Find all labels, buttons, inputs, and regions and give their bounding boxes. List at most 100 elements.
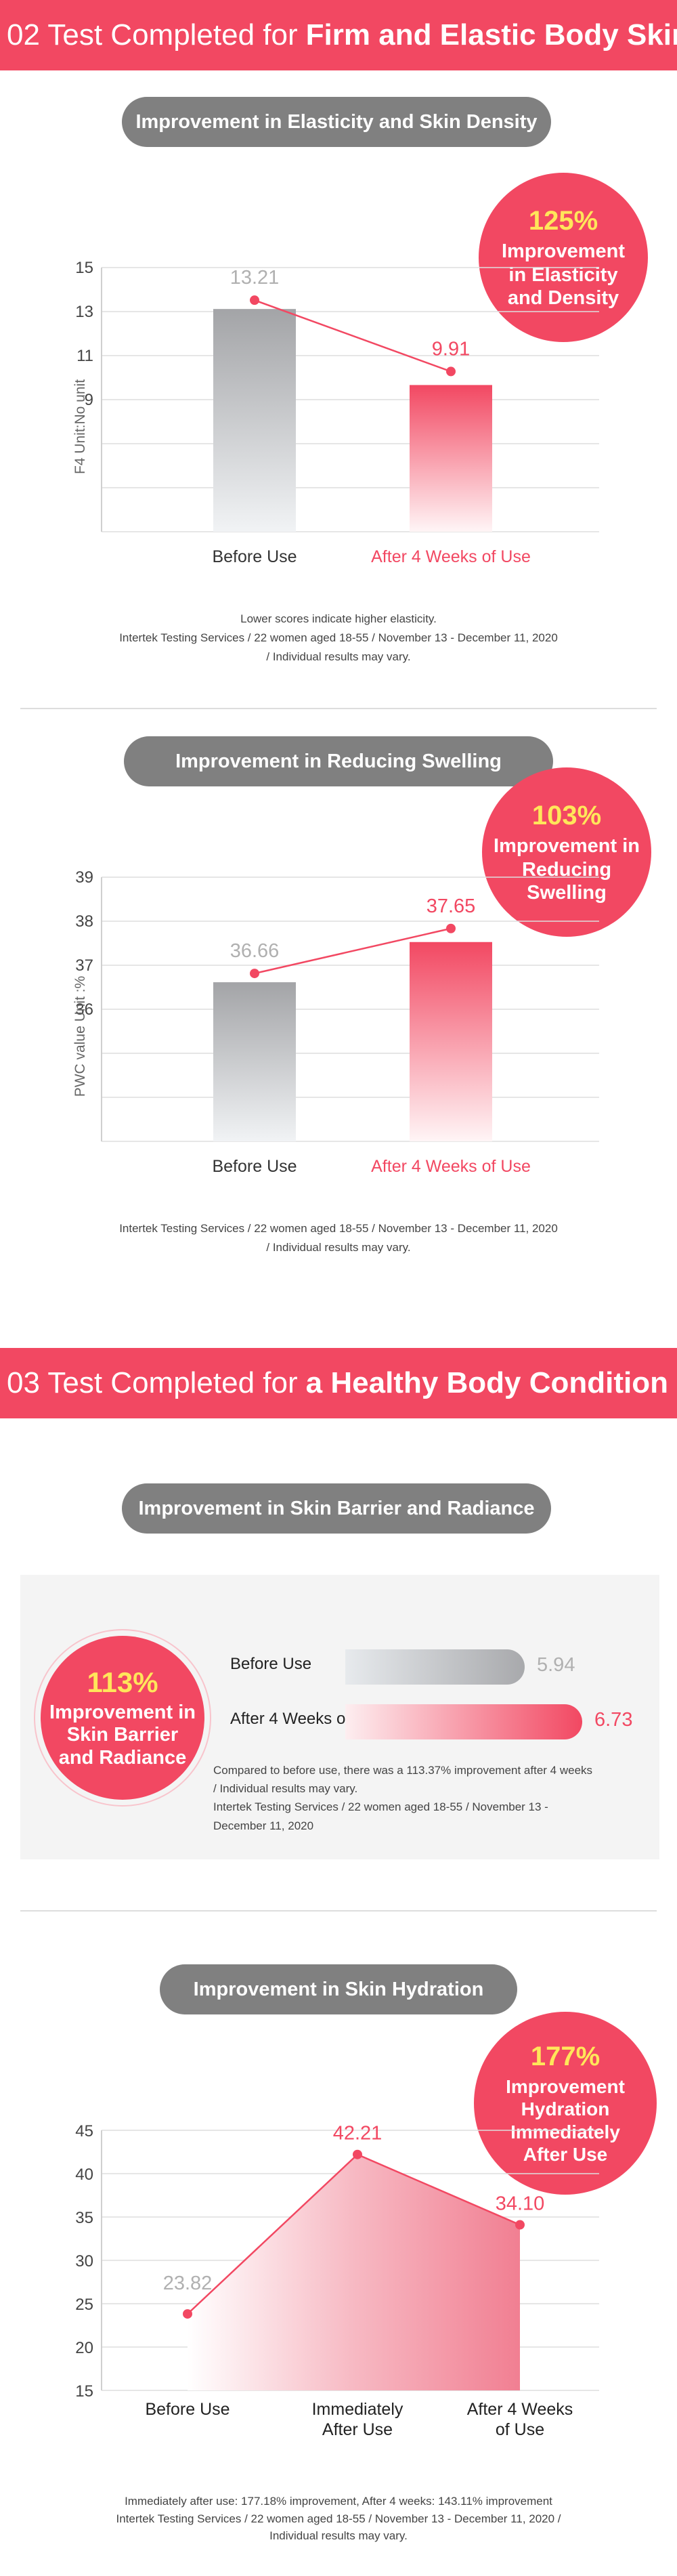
elasticity-chart: 15 13 11 9 F4 Unit:No unit 13.21 Before Use 9.9… [0, 257, 677, 583]
note-line: Immediately after use: 177.18% improveme… [125, 2495, 552, 2508]
data-point [353, 2149, 362, 2159]
note-line: Lower scores indicate higher elasticity. [240, 612, 437, 625]
data-label: 34.10 [496, 2193, 545, 2215]
barrier-panel: 113% Improvement in Skin Barrier and Rad… [20, 1575, 659, 1859]
y-tick-label: 37 [75, 956, 93, 975]
swelling-badge-pct: 103% [531, 800, 602, 830]
barrier-value-label: 5.94 [537, 1654, 575, 1676]
note-line: Intertek Testing Services / 22 women age… [119, 631, 558, 645]
swelling-badge-line: Swelling [527, 882, 607, 904]
y-tick-label: 9 [85, 391, 93, 409]
data-label: 23.82 [163, 2273, 213, 2294]
data-label: 37.65 [427, 895, 476, 917]
note-line: Compared to before use, there was a 113.… [213, 1764, 593, 1777]
section-divider [20, 708, 657, 709]
bar [213, 309, 296, 532]
data-label: 36.66 [230, 940, 280, 962]
area-fill [188, 2154, 520, 2390]
note-line: / Individual results may vary. [213, 1782, 358, 1796]
y-axis-label: F4 Unit:No unit [72, 379, 88, 474]
barrier-badge-line: Skin Barrier [66, 1724, 179, 1746]
barrier-category-label: Before Use [230, 1655, 312, 1673]
data-point [446, 366, 456, 377]
data-point [515, 2220, 525, 2230]
data-label: 9.91 [432, 338, 470, 360]
note-line: / Individual results may vary. [266, 650, 411, 664]
y-tick-label: 39 [75, 868, 93, 887]
y-tick-label: 11 [77, 347, 93, 365]
x-tick-label: After 4 Weeks of Use [371, 1157, 531, 1176]
section-divider [20, 1910, 657, 1912]
y-tick-label: 40 [75, 2166, 93, 2184]
data-label: 42.21 [333, 2123, 383, 2145]
hydration-badge-line: Immediately [510, 2121, 620, 2142]
note-line: Intertek Testing Services / 22 women age… [119, 1222, 558, 1235]
x-tick-label: Before Use [212, 1157, 297, 1176]
hydration-badge-pct: 177% [530, 2042, 600, 2072]
bar [213, 982, 296, 1141]
barrier-note: Compared to before use, there was a 113.… [213, 1761, 647, 1835]
y-tick-label: 35 [75, 2209, 93, 2227]
elasticity-badge-line: and Density [507, 287, 619, 310]
hydration-chart: 45 40 35 30 25 20 15 23.82 42.21 34.10 Before Use I… [0, 2113, 677, 2466]
swelling-note: Intertek Testing Services / 22 women age… [68, 1219, 609, 1257]
trend-line [254, 927, 452, 975]
note-line: / Individual results may vary. [266, 1241, 411, 1254]
y-tick-label: 13 [75, 303, 93, 321]
elasticity-title-pill: Improvement in Elasticity and Skin Densi… [122, 97, 551, 147]
elasticity-badge-line: Improvement [501, 240, 626, 262]
note-line: Intertek Testing Services / 22 women age… [213, 1800, 548, 1814]
barrier-bar-after [345, 1704, 582, 1739]
x-tick-label: After Use [322, 2420, 393, 2439]
hydration-badge-line: After Use [523, 2144, 608, 2166]
hydration-title-pill: Improvement in Skin Hydration [160, 1964, 517, 2014]
y-tick-label: 15 [75, 2382, 93, 2401]
data-label: 13.21 [230, 267, 280, 289]
x-tick-label: Before Use [212, 547, 297, 566]
x-tick-label: of Use [496, 2420, 544, 2439]
bar [410, 942, 492, 1141]
hydration-badge-line: Hydration [521, 2098, 610, 2120]
hydration-badge: 177% Improvement . Hydration Immediately… [474, 2012, 657, 2195]
swelling-title-pill: Improvement in Reducing Swelling [124, 736, 553, 786]
barrier-badge: 113% Improvement in Skin Barrier and Rad… [41, 1636, 204, 1800]
x-tick-label: After 4 Weeks [467, 2400, 573, 2419]
banner-02-prefix: 02 Test Completed for [7, 18, 298, 51]
note-line: December 11, 2020 [213, 1819, 314, 1832]
y-tick-label: 15 [75, 259, 93, 277]
banner-03-bold: a Healthy Body Condition [305, 1366, 669, 1399]
barrier-value-label: 6.73 [594, 1709, 633, 1731]
bar [410, 385, 492, 532]
swelling-badge-line: Improvement in [494, 835, 640, 857]
hydration-chart-svg: 45 40 35 30 25 20 15 23.82 42.21 34.10 Before Use I… [75, 2122, 599, 2439]
swelling-badge: 103% Improvement in Reducing Swelling [482, 767, 651, 937]
elasticity-badge-pct: 125% [528, 205, 598, 236]
note-line: Individual results may vary. [269, 2529, 408, 2542]
barrier-badge-line: Improvement in [49, 1702, 196, 1724]
barrier-title-pill: Improvement in Skin Barrier and Radiance [122, 1483, 551, 1534]
y-tick-label: 36 [75, 1000, 93, 1019]
section-02-banner: 02 Test Completed for Firm and Elastic B… [0, 0, 677, 70]
y-tick-label: 38 [75, 912, 93, 931]
barrier-badge-pct: 113% [87, 1666, 158, 1698]
swelling-chart: 39 38 37 36 PWC value Unit :% 36.66 Before Use… [0, 867, 677, 1192]
banner-03-prefix: 03 Test Completed for [7, 1366, 298, 1399]
barrier-bar-before [345, 1649, 525, 1685]
elasticity-note: Lower scores indicate higher elasticity.… [68, 610, 609, 667]
y-axis-label: PWC value Unit :% [72, 976, 88, 1097]
y-tick-label: 25 [75, 2296, 93, 2314]
note-line: Intertek Testing Services / 22 women age… [116, 2512, 561, 2525]
section-03-banner: 03 Test Completed for a Healthy Body Con… [0, 1348, 677, 1418]
x-tick-label: Before Use [145, 2400, 230, 2419]
data-point [250, 295, 259, 305]
hydration-note: Immediately after use: 177.18% improveme… [54, 2493, 623, 2545]
elasticity-badge: 125% Improvement in Elasticity and Densi… [479, 173, 648, 342]
y-tick-label: 45 [75, 2122, 93, 2140]
trend-line [254, 299, 452, 373]
banner-02-bold: Firm and Elastic Body Skin [305, 18, 677, 51]
barrier-badge-line: and Radiance [58, 1746, 187, 1769]
data-point [250, 969, 259, 979]
x-tick-label: Immediately [312, 2400, 403, 2419]
barrier-badge-ring: 113% Improvement in Skin Barrier and Rad… [34, 1629, 211, 1807]
